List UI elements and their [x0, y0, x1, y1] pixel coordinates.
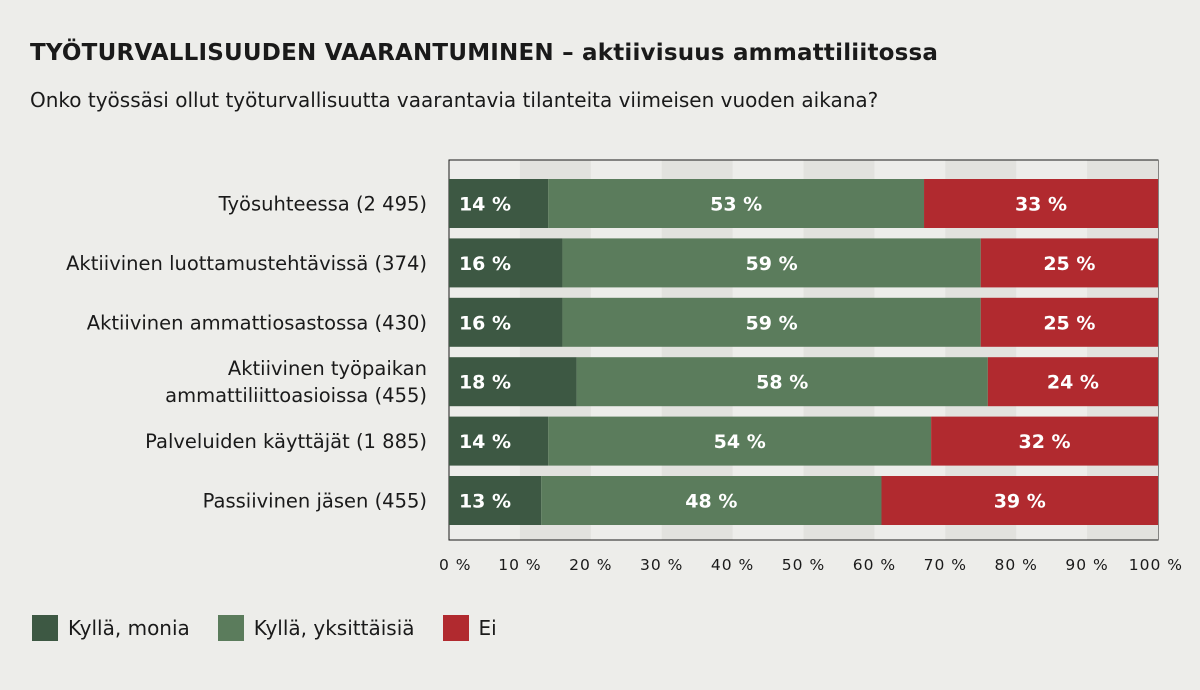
- bar-segment: [449, 416, 549, 466]
- legend-label-kylla-monia: Kyllä, monia: [68, 616, 190, 640]
- legend-label-ei: Ei: [478, 616, 497, 640]
- x-tick-label: 90 %: [1065, 556, 1108, 574]
- x-tick-label: 70 %: [924, 556, 967, 574]
- category-label: Aktiivinen luottamustehtävissä (374): [66, 252, 427, 275]
- bar-value-label: 59 %: [746, 312, 798, 334]
- legend-item-ei: Ei: [442, 615, 497, 641]
- bar-segment: [562, 297, 981, 347]
- x-tick-label: 40 %: [711, 556, 754, 574]
- bar-value-label: 58 %: [756, 372, 808, 394]
- legend-item-kylla-yksittaisia: Kyllä, yksittäisiä: [217, 615, 415, 641]
- category-label: Palveluiden käyttäjät (1 885): [145, 430, 427, 453]
- bar-value-label: 48 %: [685, 491, 737, 513]
- bar-value-label: 18 %: [459, 372, 511, 394]
- chart-subtitle: Onko työssäsi ollut työturvallisuutta va…: [30, 88, 879, 112]
- category-label: ammattiliittoasioissa (455): [165, 384, 427, 407]
- bar-segment: [449, 476, 542, 525]
- x-tick-label: 30 %: [640, 556, 683, 574]
- x-tick-label: 0 %: [439, 556, 472, 574]
- category-label: Aktiivinen ammattiosastossa (430): [87, 311, 427, 334]
- bar-segment: [548, 179, 925, 228]
- category-label: Passiivinen jäsen (455): [203, 490, 427, 513]
- legend-swatch-kylla-yksittaisia: [217, 615, 244, 641]
- bar-value-label: 16 %: [459, 312, 511, 334]
- bar-segment: [924, 179, 1158, 228]
- category-label: Aktiivinen työpaikan: [228, 357, 427, 380]
- bar-value-label: 53 %: [710, 194, 762, 216]
- bar-segment: [980, 238, 1158, 288]
- bar-segment: [987, 357, 1158, 407]
- bar-segment: [548, 416, 932, 466]
- bar-value-label: 39 %: [994, 491, 1046, 513]
- bar-segment: [541, 476, 882, 525]
- x-tick-label: 100 %: [1129, 556, 1183, 574]
- bar-value-label: 25 %: [1043, 253, 1095, 275]
- bar-segment: [881, 476, 1158, 525]
- bar-value-label: 24 %: [1047, 372, 1099, 394]
- legend-swatch-ei: [442, 615, 469, 641]
- legend-swatch-kylla-monia: [32, 615, 58, 641]
- x-tick-label: 10 %: [498, 556, 541, 574]
- bar-segment: [449, 179, 549, 228]
- bar-value-label: 54 %: [714, 431, 766, 453]
- x-tick-label: 20 %: [569, 556, 612, 574]
- bar-segment: [980, 297, 1158, 347]
- bar-segment: [449, 357, 577, 407]
- x-tick-label: 50 %: [782, 556, 825, 574]
- bar-value-label: 13 %: [459, 491, 511, 513]
- bar-value-label: 59 %: [746, 253, 798, 275]
- bar-value-label: 16 %: [459, 253, 511, 275]
- bar-segment: [449, 297, 563, 347]
- legend-item-kylla-monia: Kyllä, monia: [32, 615, 190, 641]
- legend-label-kylla-yksittaisia: Kyllä, yksittäisiä: [253, 616, 415, 640]
- bar-segment: [931, 416, 1158, 466]
- bar-segment: [562, 238, 981, 288]
- bar-value-label: 32 %: [1019, 431, 1071, 453]
- bar-value-label: 33 %: [1015, 194, 1067, 216]
- x-tick-label: 60 %: [853, 556, 896, 574]
- bar-value-label: 14 %: [459, 431, 511, 453]
- chart-legend: Kyllä, monia Kyllä, yksittäisiä Ei: [32, 615, 525, 641]
- category-label: Työsuhteessa (2 495): [218, 193, 427, 216]
- chart-title: TYÖTURVALLISUUDEN VAARANTUMINEN – aktiiv…: [30, 40, 939, 66]
- bar-value-label: 25 %: [1043, 312, 1095, 334]
- x-tick-label: 80 %: [995, 556, 1038, 574]
- bar-segment: [449, 238, 563, 288]
- bar-segment: [576, 357, 988, 407]
- bar-value-label: 14 %: [459, 194, 511, 216]
